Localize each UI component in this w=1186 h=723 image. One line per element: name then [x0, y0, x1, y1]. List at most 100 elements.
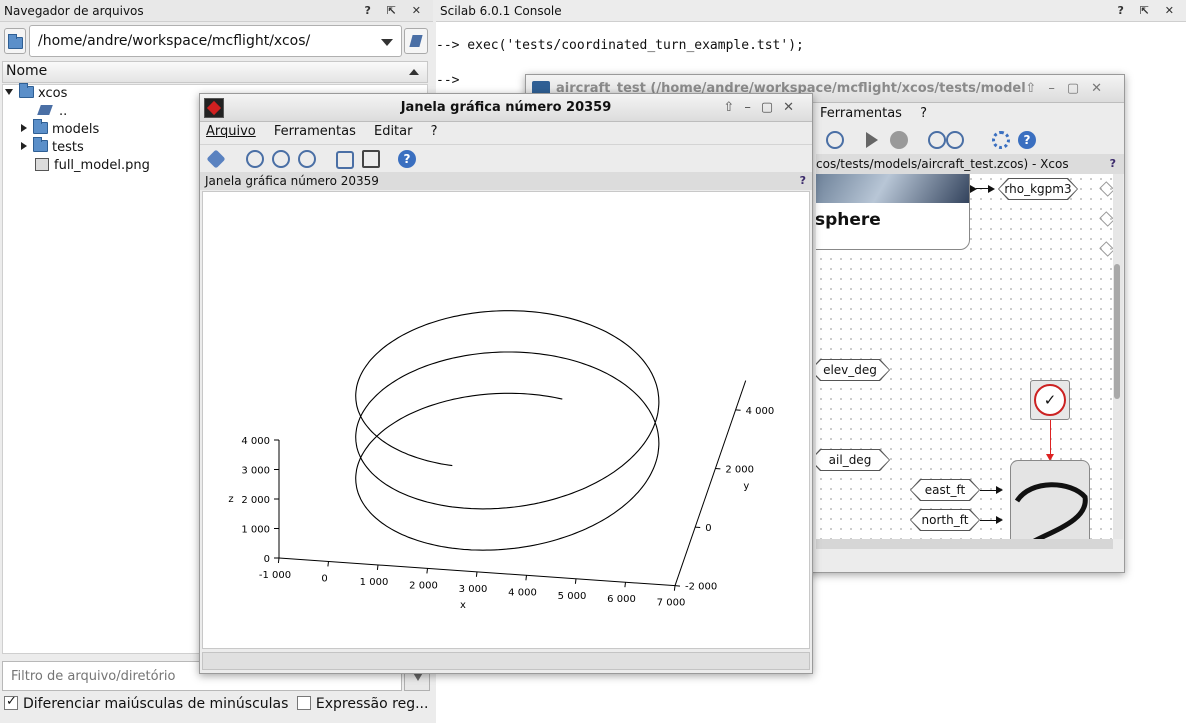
expanded-arrow-icon[interactable]	[5, 89, 13, 95]
event-link	[1050, 420, 1051, 456]
image-file-icon	[35, 158, 49, 171]
graphic-menubar: Arquivo Ferramentas Editar ?	[206, 124, 452, 139]
clock-block[interactable]: ✓	[1030, 380, 1070, 420]
port-label: ail_deg	[816, 450, 889, 470]
x-tick-label: 6 000	[607, 594, 636, 605]
menu-ferramentas[interactable]: Ferramentas	[273, 124, 356, 139]
x-axis-line	[278, 557, 676, 587]
tree-item-label: full_model.png	[54, 158, 150, 173]
helix-trajectory	[355, 310, 660, 551]
z-tick-label: 3 000	[241, 466, 270, 477]
column-header-name[interactable]: Nome	[2, 61, 428, 83]
y-tick-label: 0	[705, 523, 711, 534]
output-port-icon[interactable]	[970, 185, 977, 193]
tab-help-icon[interactable]: ?	[1109, 157, 1116, 170]
link-arrow-icon	[988, 185, 995, 193]
menu-help[interactable]: ?	[920, 106, 927, 121]
trajectory-block[interactable]	[1010, 460, 1090, 539]
chevron-down-icon[interactable]	[381, 39, 393, 46]
console-prompt[interactable]: -->	[436, 73, 460, 88]
tree-item-models[interactable]: models	[21, 119, 99, 139]
console-titlebar: Scilab 6.0.1 Console ? ⇱ ✕	[436, 0, 1186, 22]
x-tick	[673, 585, 676, 591]
tree-item-xcos[interactable]: xcos	[5, 83, 67, 103]
help-icon[interactable]: ?	[398, 150, 416, 168]
rotate-icon[interactable]	[336, 151, 354, 169]
graphic-window[interactable]: Janela gráfica número 20359 ⇧–▢✕ Arquivo…	[199, 93, 813, 674]
port-label: rho_kgpm3	[999, 179, 1077, 199]
window-controls[interactable]: ⇧–▢✕	[1025, 81, 1114, 96]
zoom-in-icon[interactable]	[246, 150, 264, 168]
dock-controls[interactable]: ? ⇱ ✕	[364, 4, 427, 17]
console-line: --> exec('tests/coordinated_turn_example…	[436, 38, 804, 53]
go-button[interactable]	[404, 28, 428, 54]
x-tick-label: 7 000	[657, 598, 686, 609]
case-label: Diferenciar maiúsculas de minúsculas	[23, 696, 289, 712]
regex-checkbox[interactable]	[296, 696, 311, 710]
zoom-in-icon[interactable]	[928, 131, 946, 149]
stop-icon[interactable]	[890, 131, 908, 149]
file-browser-title: Navegador de arquivos	[4, 4, 144, 18]
port-east[interactable]: east_ft	[910, 479, 980, 501]
folder-icon	[8, 34, 23, 49]
graphic-titlebar[interactable]: Janela gráfica número 20359 ⇧–▢✕	[200, 94, 812, 122]
x-tick	[525, 575, 527, 581]
port-ail[interactable]: ail_deg	[816, 449, 890, 471]
xcos-tab[interactable]: cos/tests/models/aircraft_test.zcos) - X…	[816, 154, 1124, 174]
window-controls[interactable]: ⇧–▢✕	[723, 100, 804, 115]
port-stub-icon	[1099, 181, 1113, 197]
case-checkbox[interactable]: ✓	[4, 694, 18, 710]
diagram-canvas[interactable]: sphere rho_kgpm3 elev_deg ail_deg ✓ east…	[816, 174, 1113, 539]
help-icon[interactable]: ?	[1018, 131, 1036, 149]
port-rho[interactable]: rho_kgpm3	[998, 178, 1078, 200]
zoom-fit-icon[interactable]	[826, 131, 844, 149]
menu-arquivo[interactable]: Arquivo	[206, 124, 256, 139]
port-stub-icon	[1099, 211, 1113, 227]
path-value[interactable]: /home/andre/workspace/mcflight/xcos/	[38, 33, 311, 49]
atmosphere-block[interactable]: sphere	[816, 174, 970, 250]
collapsed-arrow-icon[interactable]	[21, 142, 27, 150]
x-tick	[426, 568, 428, 574]
graphic-statusbar	[202, 652, 810, 670]
vertical-scrollbar[interactable]	[1113, 174, 1123, 539]
plot-3d-axes[interactable]: -1 000 0 1 000 2 000 3 000 4 000 5 000 6 000 7 0…	[203, 192, 809, 648]
menu-editar[interactable]: Editar	[373, 124, 413, 139]
scroll-thumb[interactable]	[1114, 264, 1120, 399]
tree-item-up[interactable]: ..	[37, 103, 67, 121]
datatip-icon[interactable]	[206, 149, 226, 169]
parent-dir-icon	[37, 105, 53, 115]
panel-help-icon[interactable]: ?	[799, 174, 806, 187]
path-combobox[interactable]: /home/andre/workspace/mcflight/xcos/	[29, 25, 402, 57]
check-icon: ✓	[6, 694, 17, 709]
x-tick-label: 1 000	[360, 577, 389, 588]
menu-ferramentas[interactable]: Ferramentas	[820, 106, 902, 121]
regex-label: Expressão reg...	[315, 696, 429, 712]
zoom-out-icon[interactable]	[298, 150, 316, 168]
gear-icon[interactable]	[992, 131, 1010, 149]
play-icon[interactable]	[866, 132, 878, 148]
plot-canvas[interactable]: -1 000 0 1 000 2 000 3 000 4 000 5 000 6 000 7 0…	[202, 191, 810, 649]
zoom-out-icon[interactable]	[946, 131, 964, 149]
tree-item-full-model[interactable]: full_model.png	[35, 157, 150, 175]
tree-item-tests[interactable]: tests	[21, 137, 84, 157]
dock-controls[interactable]: ? ⇱ ✕	[1117, 4, 1180, 17]
open-folder-button[interactable]	[4, 28, 26, 54]
graphic-panel-titlebar: Janela gráfica número 20359 ?	[200, 172, 812, 190]
port-north[interactable]: north_ft	[910, 509, 980, 531]
x-tick	[277, 557, 280, 564]
horizontal-scrollbar[interactable]	[816, 539, 1113, 549]
xcos-toolbar: ?	[816, 128, 1122, 154]
zoom-reset-icon[interactable]	[272, 150, 290, 168]
menu-help[interactable]: ?	[430, 124, 438, 139]
port-elev[interactable]: elev_deg	[816, 359, 890, 381]
clock-icon: ✓	[1034, 384, 1066, 416]
x-tick	[624, 582, 626, 588]
z-tick-label: 2 000	[241, 495, 270, 506]
x-tick-label: 2 000	[409, 580, 438, 591]
z-axis-label: z	[228, 494, 233, 505]
collapsed-arrow-icon[interactable]	[21, 124, 27, 132]
input-port-icon	[996, 486, 1003, 494]
tree-icon[interactable]	[362, 150, 380, 168]
scilab-app-icon	[204, 98, 224, 118]
block-label: sphere	[816, 210, 881, 230]
